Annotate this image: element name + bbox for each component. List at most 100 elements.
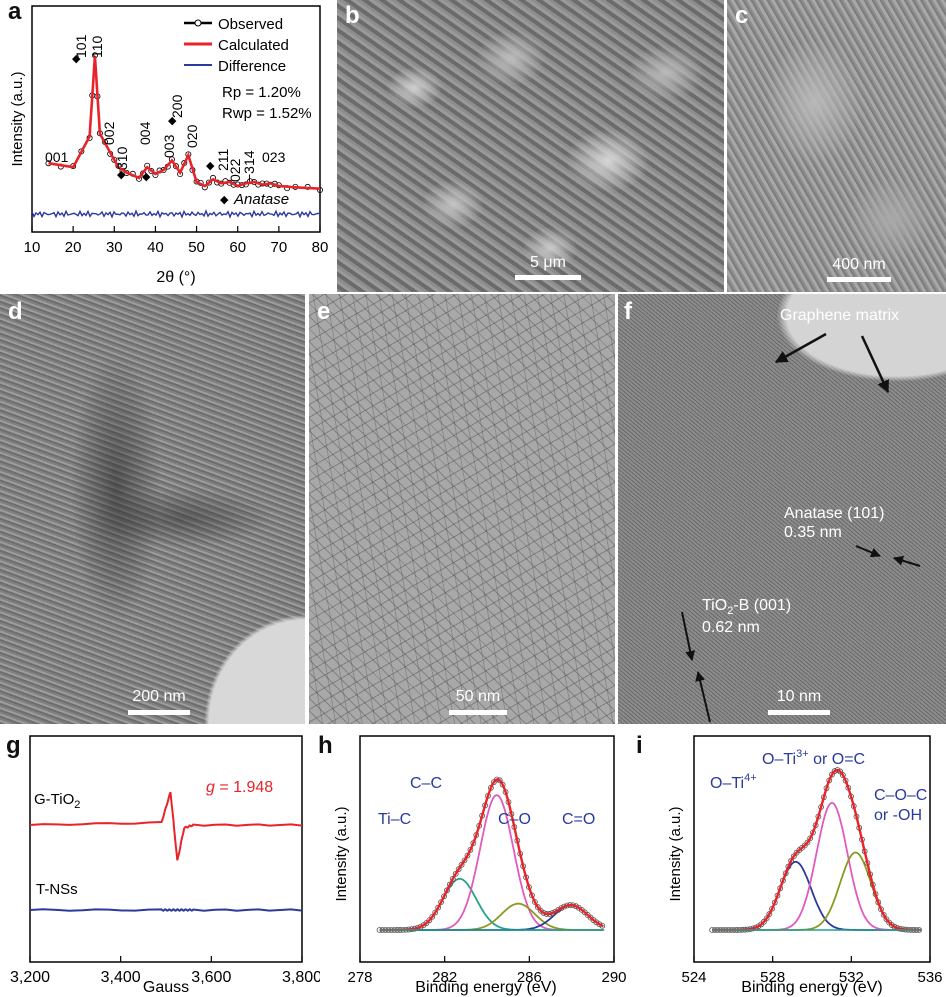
xps-point (593, 919, 600, 926)
x-tick-label: 20 (65, 239, 82, 256)
x-tick-label: 3,400 (101, 969, 141, 986)
panel-label-g: g (6, 732, 21, 759)
peak-label-314: −314 (241, 150, 257, 182)
peak-c-o: C–O (498, 811, 531, 828)
hrtem-arrows (681, 332, 921, 723)
legend-observed: Observed (218, 16, 283, 33)
xps-point (432, 909, 439, 916)
peak-label-001: 001 (45, 149, 69, 165)
observed-point (205, 179, 212, 186)
xrd-frame (31, 5, 321, 233)
scale-bar-b (515, 275, 581, 280)
diamond-icon-003: ◆ (142, 171, 151, 183)
anatase-diamond-icon: ◆ (220, 194, 229, 206)
xps-point (839, 772, 846, 778)
xps-point (596, 921, 603, 928)
panel-label-h: h (318, 732, 333, 759)
tnss-label: T-NSs (36, 881, 78, 898)
peak-label-310: 310 (114, 146, 130, 170)
x-tick-label: 10 (24, 239, 41, 256)
tio2b-post: -B (001) (733, 597, 792, 614)
scale-text-d: 200 nm (132, 688, 186, 705)
x-tick-label: 524 (681, 969, 706, 986)
epr-chart: 3,200 3,400 3,600 3,800 Gauss G-TiO2 T-NSs … (10, 735, 320, 996)
xps-point (461, 857, 468, 864)
x-tick-label: 3,800 (282, 969, 320, 986)
graphene-matrix-label: Graphene matrix (780, 307, 900, 324)
xrd-xlabel: 2θ (°) (156, 269, 195, 286)
tio2b-pre: TiO (702, 597, 728, 614)
panel-label-e: e (317, 298, 331, 325)
panel-label-f: f (624, 298, 632, 325)
xps-i-xlabel: Binding energy (eV) (741, 979, 882, 996)
legend-difference: Difference (218, 58, 286, 75)
panel-label-a: a (8, 0, 22, 25)
x-tick-label: 3,200 (10, 969, 50, 986)
scale-bar-c (827, 277, 891, 282)
panel-label-d: d (8, 298, 23, 325)
anatase-spacing: 0.35 nm (784, 524, 842, 542)
xps-i-ylabel: Intensity (a.u.) (667, 806, 684, 901)
tio2b-spacing: 0.62 nm (702, 619, 760, 637)
xps-c1s-chart: 278 282 286 290 Intensity (a.u.) Binding en… (333, 735, 627, 996)
peak-label-022: 022 (227, 158, 243, 182)
x-tick-label: 80 (312, 239, 329, 256)
x-tick-label: 536 (917, 969, 942, 986)
panel-b-sem-image: b 5 μm (337, 0, 724, 292)
peak-coc-2: or -OH (874, 807, 922, 824)
x-tick-label: 70 (271, 239, 288, 256)
scale-text-e: 50 nm (455, 688, 501, 705)
panel-g: g 3,200 3,400 3,600 3,800 Gauss G-TiO2 T-NS… (0, 730, 320, 997)
panel-label-b: b (345, 2, 360, 29)
xrd-ylabel: Intensity (a.u.) (9, 71, 26, 166)
peak-oti4: O–Ti4+ (710, 772, 757, 792)
scale-bar-e (449, 710, 507, 715)
xps-point (763, 915, 770, 922)
x-tick-label: 278 (347, 969, 372, 986)
epr-series-gtio2 (29, 791, 303, 861)
scale-bar-f (768, 710, 830, 715)
peak-label-110: 110 (89, 35, 105, 58)
diamond-icon-200: ◆ (168, 115, 177, 127)
xrd-chart: 10 20 30 40 50 60 70 80 Intensity (a.u.) 2θ (°)… (9, 5, 329, 286)
xps-point (452, 870, 459, 877)
panel-label-i: i (636, 732, 643, 759)
x-tick-label: 60 (229, 239, 246, 256)
panel-i: i 524 528 532 536 Intensity (a.u.) Binding … (632, 730, 946, 997)
xps-h-frame (359, 735, 615, 963)
xps-h-ylabel: Intensity (a.u.) (333, 806, 350, 901)
gtio2-label: G-TiO2 (34, 791, 80, 811)
panel-c-sem-image: c 400 nm (727, 0, 946, 292)
g-value-label: g = 1.948 (206, 779, 273, 796)
panel-d-tem-image: d 200 nm (0, 294, 305, 724)
difference-series-line (31, 209, 321, 219)
xps-h-xlabel: Binding energy (eV) (415, 979, 556, 996)
x-tick-label: 3,600 (191, 969, 231, 986)
scale-bar-d (128, 710, 190, 715)
arrow-tio2b-top (681, 611, 696, 661)
tio2b-sub: 2 (727, 605, 734, 618)
xps-point (449, 876, 456, 882)
fit-rwp: Rwp = 1.52% (222, 105, 312, 122)
legend-observed-marker (194, 19, 202, 27)
anatase-note: Anatase (233, 191, 289, 208)
diamond-icon-101: ◆ (72, 53, 81, 65)
panel-a: a 10 20 30 40 50 60 70 80 Intensity (a.u.) 2θ (… (0, 0, 335, 292)
peak-label-020: 020 (184, 124, 200, 148)
scale-text-f: 10 nm (776, 688, 822, 705)
epr-xlabel: Gauss (143, 979, 189, 996)
arrow-anatase-right (893, 555, 921, 567)
peak-ti-c: Ti–C (378, 811, 411, 828)
envelope-fit-line (379, 778, 604, 932)
xps-o1s-chart: 524 528 532 536 Intensity (a.u.) Binding en… (667, 735, 943, 996)
x-tick-label: 532 (839, 969, 864, 986)
xps-point (790, 853, 797, 860)
xps-i-frame (693, 735, 931, 963)
x-tick-label: 50 (188, 239, 205, 256)
arrow-anatase-left (855, 545, 881, 558)
peak-label-003: 003 (161, 134, 177, 158)
fit-rp: Rp = 1.20% (222, 84, 301, 101)
tio2b-label: TiO2-B (001) 0.62 nm (702, 596, 791, 638)
x-tick-label: 40 (147, 239, 164, 256)
x-tick-label: 528 (760, 969, 785, 986)
